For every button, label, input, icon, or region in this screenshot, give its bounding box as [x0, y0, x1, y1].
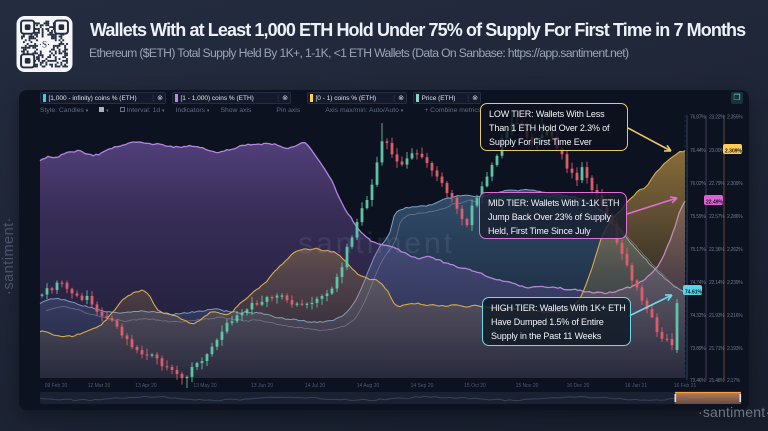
- svg-text:14 Jul 20: 14 Jul 20: [305, 383, 326, 389]
- svg-text:74.61%: 74.61%: [685, 290, 703, 296]
- svg-text:2.355%: 2.355%: [727, 115, 743, 121]
- svg-text:16 Dec 20: 16 Dec 20: [567, 383, 590, 389]
- svg-text:76.44%: 76.44%: [690, 148, 706, 154]
- svg-text:2.309%: 2.309%: [727, 181, 743, 187]
- svg-text:22.49%: 22.49%: [706, 200, 724, 206]
- svg-text:2.193%: 2.193%: [727, 346, 743, 352]
- svg-text:21.93%: 21.93%: [709, 313, 725, 319]
- svg-text:73.46%: 73.46%: [690, 378, 706, 384]
- svg-text:74.32%: 74.32%: [690, 313, 706, 319]
- svg-text:2.17%: 2.17%: [727, 378, 741, 384]
- svg-text:13 Apr 20: 13 Apr 20: [135, 383, 157, 389]
- svg-text:22.36%: 22.36%: [709, 247, 725, 253]
- svg-text:·S·: ·S·: [39, 39, 50, 49]
- svg-text:73.89%: 73.89%: [690, 346, 706, 352]
- svg-text:23.22%: 23.22%: [709, 115, 725, 121]
- svg-text:13 May 20: 13 May 20: [193, 383, 217, 389]
- svg-text:21.71%: 21.71%: [709, 346, 725, 352]
- svg-text:76.87%: 76.87%: [690, 115, 706, 121]
- svg-text:13 Jun 20: 13 Jun 20: [251, 383, 273, 389]
- svg-text:santiment: santiment: [298, 227, 455, 260]
- svg-text:2.286%: 2.286%: [727, 214, 743, 220]
- svg-text:09 Feb 20: 09 Feb 20: [45, 383, 68, 389]
- svg-text:15 Oct 20: 15 Oct 20: [464, 383, 486, 389]
- svg-text:23.00%: 23.00%: [709, 148, 725, 154]
- svg-text:22.14%: 22.14%: [709, 280, 725, 286]
- svg-text:75.17%: 75.17%: [690, 247, 706, 253]
- svg-text:15 Nov 20: 15 Nov 20: [516, 383, 539, 389]
- svg-text:2.216%: 2.216%: [727, 313, 743, 319]
- svg-text:16 Feb 21: 16 Feb 21: [674, 383, 697, 389]
- svg-text:16 Jan 21: 16 Jan 21: [625, 383, 647, 389]
- svg-text:21.46%: 21.46%: [709, 378, 725, 384]
- svg-text:22.57%: 22.57%: [709, 214, 725, 220]
- svg-text:2.262%: 2.262%: [727, 247, 743, 253]
- svg-text:2.309%: 2.309%: [725, 149, 743, 155]
- svg-text:75.59%: 75.59%: [690, 214, 706, 220]
- svg-text:74.74%: 74.74%: [690, 280, 706, 286]
- svg-text:22.79%: 22.79%: [709, 181, 725, 187]
- svg-text:76.02%: 76.02%: [690, 181, 706, 187]
- svg-text:14 Aug 20: 14 Aug 20: [357, 383, 380, 389]
- svg-text:12 Mar 20: 12 Mar 20: [88, 383, 111, 389]
- svg-text:14 Sep 20: 14 Sep 20: [411, 383, 434, 389]
- svg-text:2.239%: 2.239%: [727, 280, 743, 286]
